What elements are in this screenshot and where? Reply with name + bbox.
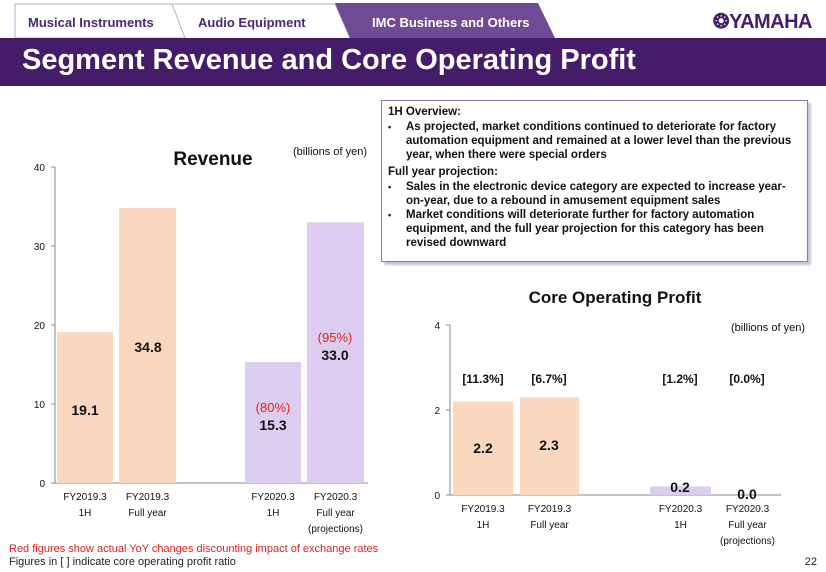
category-label: FY2020.3: [659, 504, 703, 515]
y-tick-label: 40: [34, 163, 46, 174]
bar-value-label: 0.2: [670, 479, 690, 495]
category-label: (projections): [720, 536, 775, 547]
bar: [57, 332, 113, 483]
bar-annotation: [11.3%]: [462, 372, 503, 386]
tab-musical-instruments[interactable]: Musical Instruments: [28, 15, 154, 30]
unit-label: (billions of yen): [293, 146, 367, 158]
category-label: 1H: [267, 508, 280, 519]
tab-imc-business[interactable]: IMC Business and Others: [372, 15, 530, 30]
y-tick-label: 10: [34, 400, 46, 411]
unit-label: (billions of yen): [731, 322, 805, 334]
tuning-fork-emblem-icon: ❂: [712, 11, 730, 33]
category-label: Full year: [530, 520, 569, 531]
bar-value-label: 15.3: [259, 417, 286, 433]
bar: [650, 486, 711, 495]
y-tick-label: 4: [434, 321, 440, 332]
segment-tabs: Musical Instruments Audio Equipment IMC …: [0, 0, 826, 38]
bar: [520, 397, 579, 495]
bar-value-label: 19.1: [71, 402, 98, 418]
page-number: 22: [804, 556, 817, 568]
title-bar: [0, 38, 826, 86]
y-tick-label: 20: [34, 321, 46, 332]
bar: [119, 208, 176, 483]
category-label: FY2019.3: [126, 492, 170, 503]
bar: [307, 222, 364, 484]
category-label: FY2019.3: [63, 492, 107, 503]
bar: [453, 401, 513, 495]
overview-bullet: As projected, market conditions continue…: [388, 120, 801, 162]
category-label: FY2019.3: [528, 504, 572, 515]
y-tick-label: 0: [39, 479, 45, 490]
bar-annotation: [0.0%]: [729, 372, 764, 386]
overview-box: 1H Overview: As projected, market condit…: [381, 100, 808, 262]
bar-value-label: 33.0: [321, 347, 348, 363]
page-title: Segment Revenue and Core Operating Profi…: [22, 44, 636, 76]
category-label: FY2020.3: [726, 504, 770, 515]
footnote-red: Red figures show actual YoY changes disc…: [9, 543, 379, 555]
yamaha-logo: ❂YAMAHA: [712, 11, 813, 33]
tab-audio-equipment[interactable]: Audio Equipment: [198, 15, 306, 30]
projection-heading: Full year projection:: [388, 166, 498, 178]
category-label: Full year: [128, 508, 167, 519]
chart-title: Core Operating Profit: [529, 288, 702, 307]
chart-title: Revenue: [173, 149, 252, 170]
category-label: 1H: [477, 520, 490, 531]
bar: [245, 362, 301, 483]
bar-annotation: [6.7%]: [531, 372, 566, 386]
category-label: FY2020.3: [251, 492, 295, 503]
y-tick-label: 2: [434, 406, 440, 417]
bar-value-label: 2.3: [539, 437, 559, 453]
bar-annotation: (95%): [318, 330, 353, 345]
bar-annotation: [1.2%]: [662, 372, 697, 386]
y-tick-label: 30: [34, 242, 46, 253]
category-label: (projections): [308, 524, 363, 535]
category-label: Full year: [728, 520, 767, 531]
y-tick-label: 0: [434, 491, 440, 502]
overview-heading: 1H Overview:: [388, 106, 461, 118]
bar-value-label: 0.0: [737, 486, 757, 502]
bar-value-label: 34.8: [134, 339, 161, 355]
category-label: 1H: [674, 520, 687, 531]
category-label: Full year: [316, 508, 355, 519]
bar-value-label: 2.2: [473, 440, 493, 456]
footnote-ratio: Figures in [ ] indicate core operating p…: [9, 556, 236, 568]
category-label: FY2020.3: [314, 492, 358, 503]
projection-bullet: Sales in the electronic device category …: [388, 180, 801, 208]
projection-bullet: Market conditions will deteriorate furth…: [388, 208, 801, 250]
bar-annotation: (80%): [256, 400, 291, 415]
category-label: FY2019.3: [461, 504, 505, 515]
category-label: 1H: [79, 508, 92, 519]
